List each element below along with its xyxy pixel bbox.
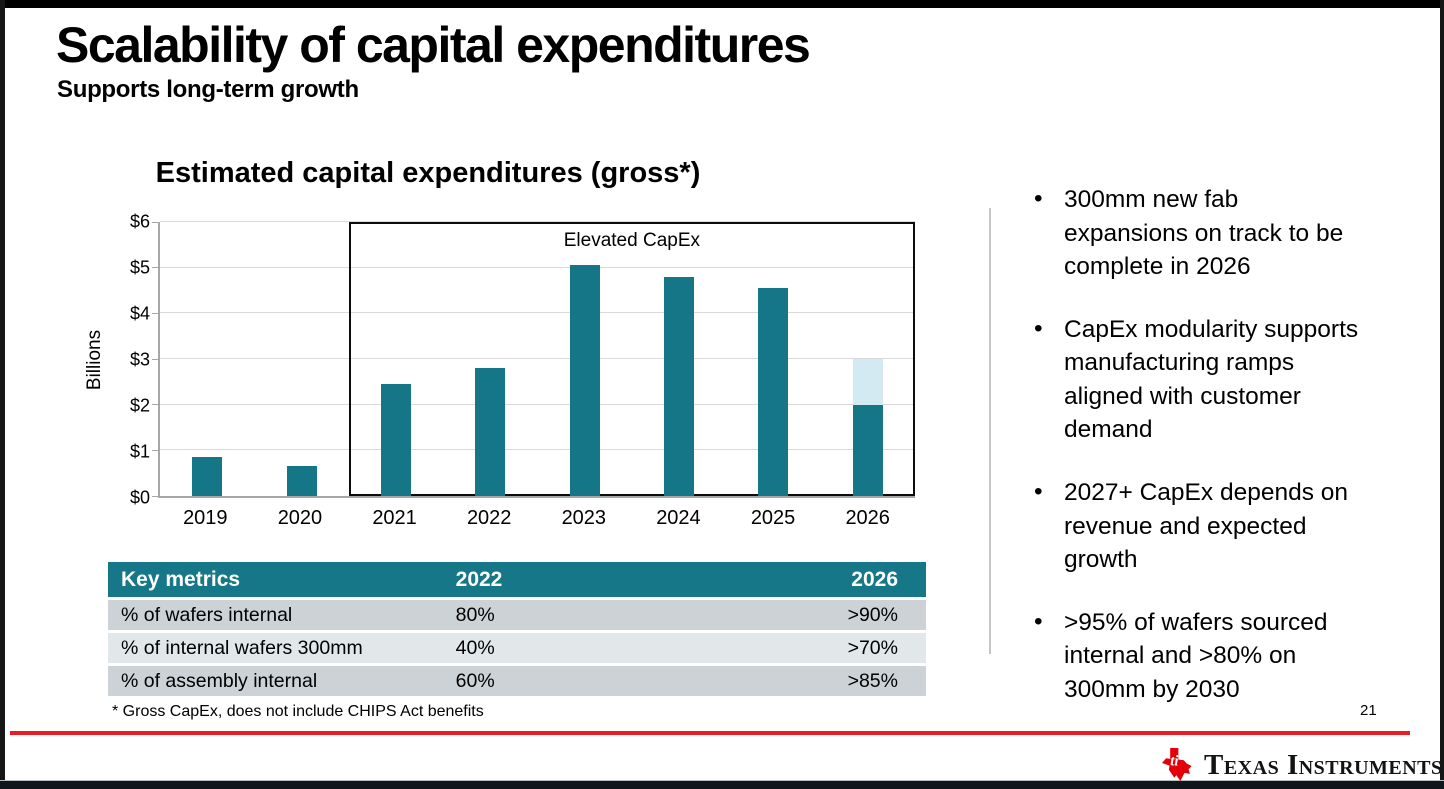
gridline bbox=[160, 449, 915, 451]
gridline bbox=[160, 312, 915, 314]
x-tick-label: 2020 bbox=[277, 507, 323, 529]
y-tick-mark bbox=[152, 312, 158, 314]
chart-title: Estimated capital expenditures (gross*) bbox=[155, 157, 701, 189]
table-cell: >90% bbox=[791, 600, 926, 630]
right-border-bar bbox=[1440, 0, 1444, 783]
y-tick-mark bbox=[152, 404, 158, 406]
elevated-capex-label: Elevated CapEx bbox=[563, 230, 700, 251]
x-tick-label: 2024 bbox=[656, 507, 701, 529]
table-cell: % of wafers internal bbox=[108, 600, 456, 630]
gridline bbox=[160, 266, 915, 268]
y-tick-mark bbox=[152, 358, 158, 360]
texas-state-icon: ti bbox=[1162, 748, 1192, 781]
key-metrics-header: Key metrics 2022 2026 bbox=[108, 562, 926, 597]
table-cell: 80% bbox=[455, 600, 792, 630]
bullet-item: >95% of wafers sourced internal and >80%… bbox=[1030, 605, 1366, 707]
elevated-capex-box: Elevated CapEx bbox=[348, 222, 915, 496]
ti-wordmark: Texas Instruments bbox=[1204, 748, 1443, 781]
table-row: % of assembly internal 60% >85% bbox=[108, 666, 926, 696]
bar-2021 bbox=[380, 384, 411, 496]
bullet-item: CapEx modularity supports manufacturing … bbox=[1030, 312, 1366, 447]
red-divider-line bbox=[10, 731, 1410, 735]
svg-text:ti: ti bbox=[1170, 754, 1179, 770]
key-metrics-table: Key metrics 2022 2026 % of wafers internal… bbox=[108, 559, 926, 699]
gridline bbox=[160, 221, 915, 222]
x-tick-label: 2019 bbox=[183, 507, 228, 529]
bar-2022 bbox=[475, 368, 506, 496]
y-tick-label: $2 bbox=[129, 395, 150, 416]
bullet-list: 300mm new fab expansions on track to be … bbox=[1030, 182, 1366, 735]
x-axis-ticks: 2019 2020 2021 2022 2023 2024 2025 2026 bbox=[158, 507, 915, 533]
gridline bbox=[160, 358, 915, 359]
footer-bottom-bar bbox=[0, 781, 1444, 789]
x-tick-label: 2026 bbox=[845, 507, 890, 529]
y-tick-mark bbox=[152, 449, 158, 451]
bullet-item: 300mm new fab expansions on track to be … bbox=[1030, 182, 1366, 284]
y-tick-label: $5 bbox=[129, 257, 150, 278]
y-tick-label: $4 bbox=[129, 303, 150, 324]
left-border-bar bbox=[0, 0, 5, 783]
top-border-bar bbox=[0, 0, 1444, 8]
footnote: * Gross CapEx, does not include CHIPS Ac… bbox=[112, 703, 484, 720]
vertical-divider bbox=[989, 208, 991, 654]
ti-logo: ti Texas Instruments bbox=[1158, 748, 1443, 782]
gridline bbox=[160, 403, 915, 405]
page-subtitle: Supports long-term growth bbox=[57, 76, 359, 103]
y-tick-mark bbox=[152, 221, 158, 223]
table-cell: 40% bbox=[455, 633, 792, 663]
table-cell: >85% bbox=[791, 666, 926, 696]
y-tick-label: $6 bbox=[129, 211, 150, 232]
table-cell: >70% bbox=[791, 633, 926, 663]
plot-area: Elevated CapEx bbox=[152, 221, 915, 498]
x-tick-label: 2025 bbox=[750, 507, 796, 529]
y-tick-label: $0 bbox=[129, 487, 150, 508]
bar-2019 bbox=[192, 457, 223, 496]
table-row: % of internal wafers 300mm 40% >70% bbox=[108, 633, 926, 663]
table-cell: 60% bbox=[455, 666, 792, 696]
table-header-cell: 2022 bbox=[455, 562, 792, 597]
x-tick-label: 2021 bbox=[372, 507, 417, 529]
bar-2026 bbox=[852, 404, 883, 496]
table-cell: % of assembly internal bbox=[108, 666, 456, 696]
page-title: Scalability of capital expenditures bbox=[56, 17, 811, 73]
footer-hairline bbox=[0, 780, 1444, 781]
table-header-cell: 2026 bbox=[791, 562, 926, 597]
bar-2025 bbox=[758, 288, 789, 496]
bar-light-2026 bbox=[852, 359, 883, 405]
table-cell: % of internal wafers 300mm bbox=[108, 633, 456, 663]
bar-2023 bbox=[569, 265, 600, 496]
y-tick-label: $1 bbox=[129, 441, 150, 462]
y-tick-mark bbox=[152, 267, 158, 269]
bar-2020 bbox=[286, 466, 317, 496]
x-tick-label: 2022 bbox=[466, 507, 512, 529]
bar-2024 bbox=[664, 276, 695, 496]
y-tick-label: $3 bbox=[129, 349, 150, 370]
y-axis-ticks: $0 $1 $2 $3 $4 $5 $6 bbox=[100, 212, 150, 508]
table-header-cell: Key metrics bbox=[108, 562, 456, 597]
table-row: % of wafers internal 80% >90% bbox=[108, 600, 926, 630]
y-tick-mark bbox=[152, 495, 158, 497]
bullet-item: 2027+ CapEx depends on revenue and expec… bbox=[1030, 475, 1366, 577]
x-tick-label: 2023 bbox=[561, 507, 607, 529]
